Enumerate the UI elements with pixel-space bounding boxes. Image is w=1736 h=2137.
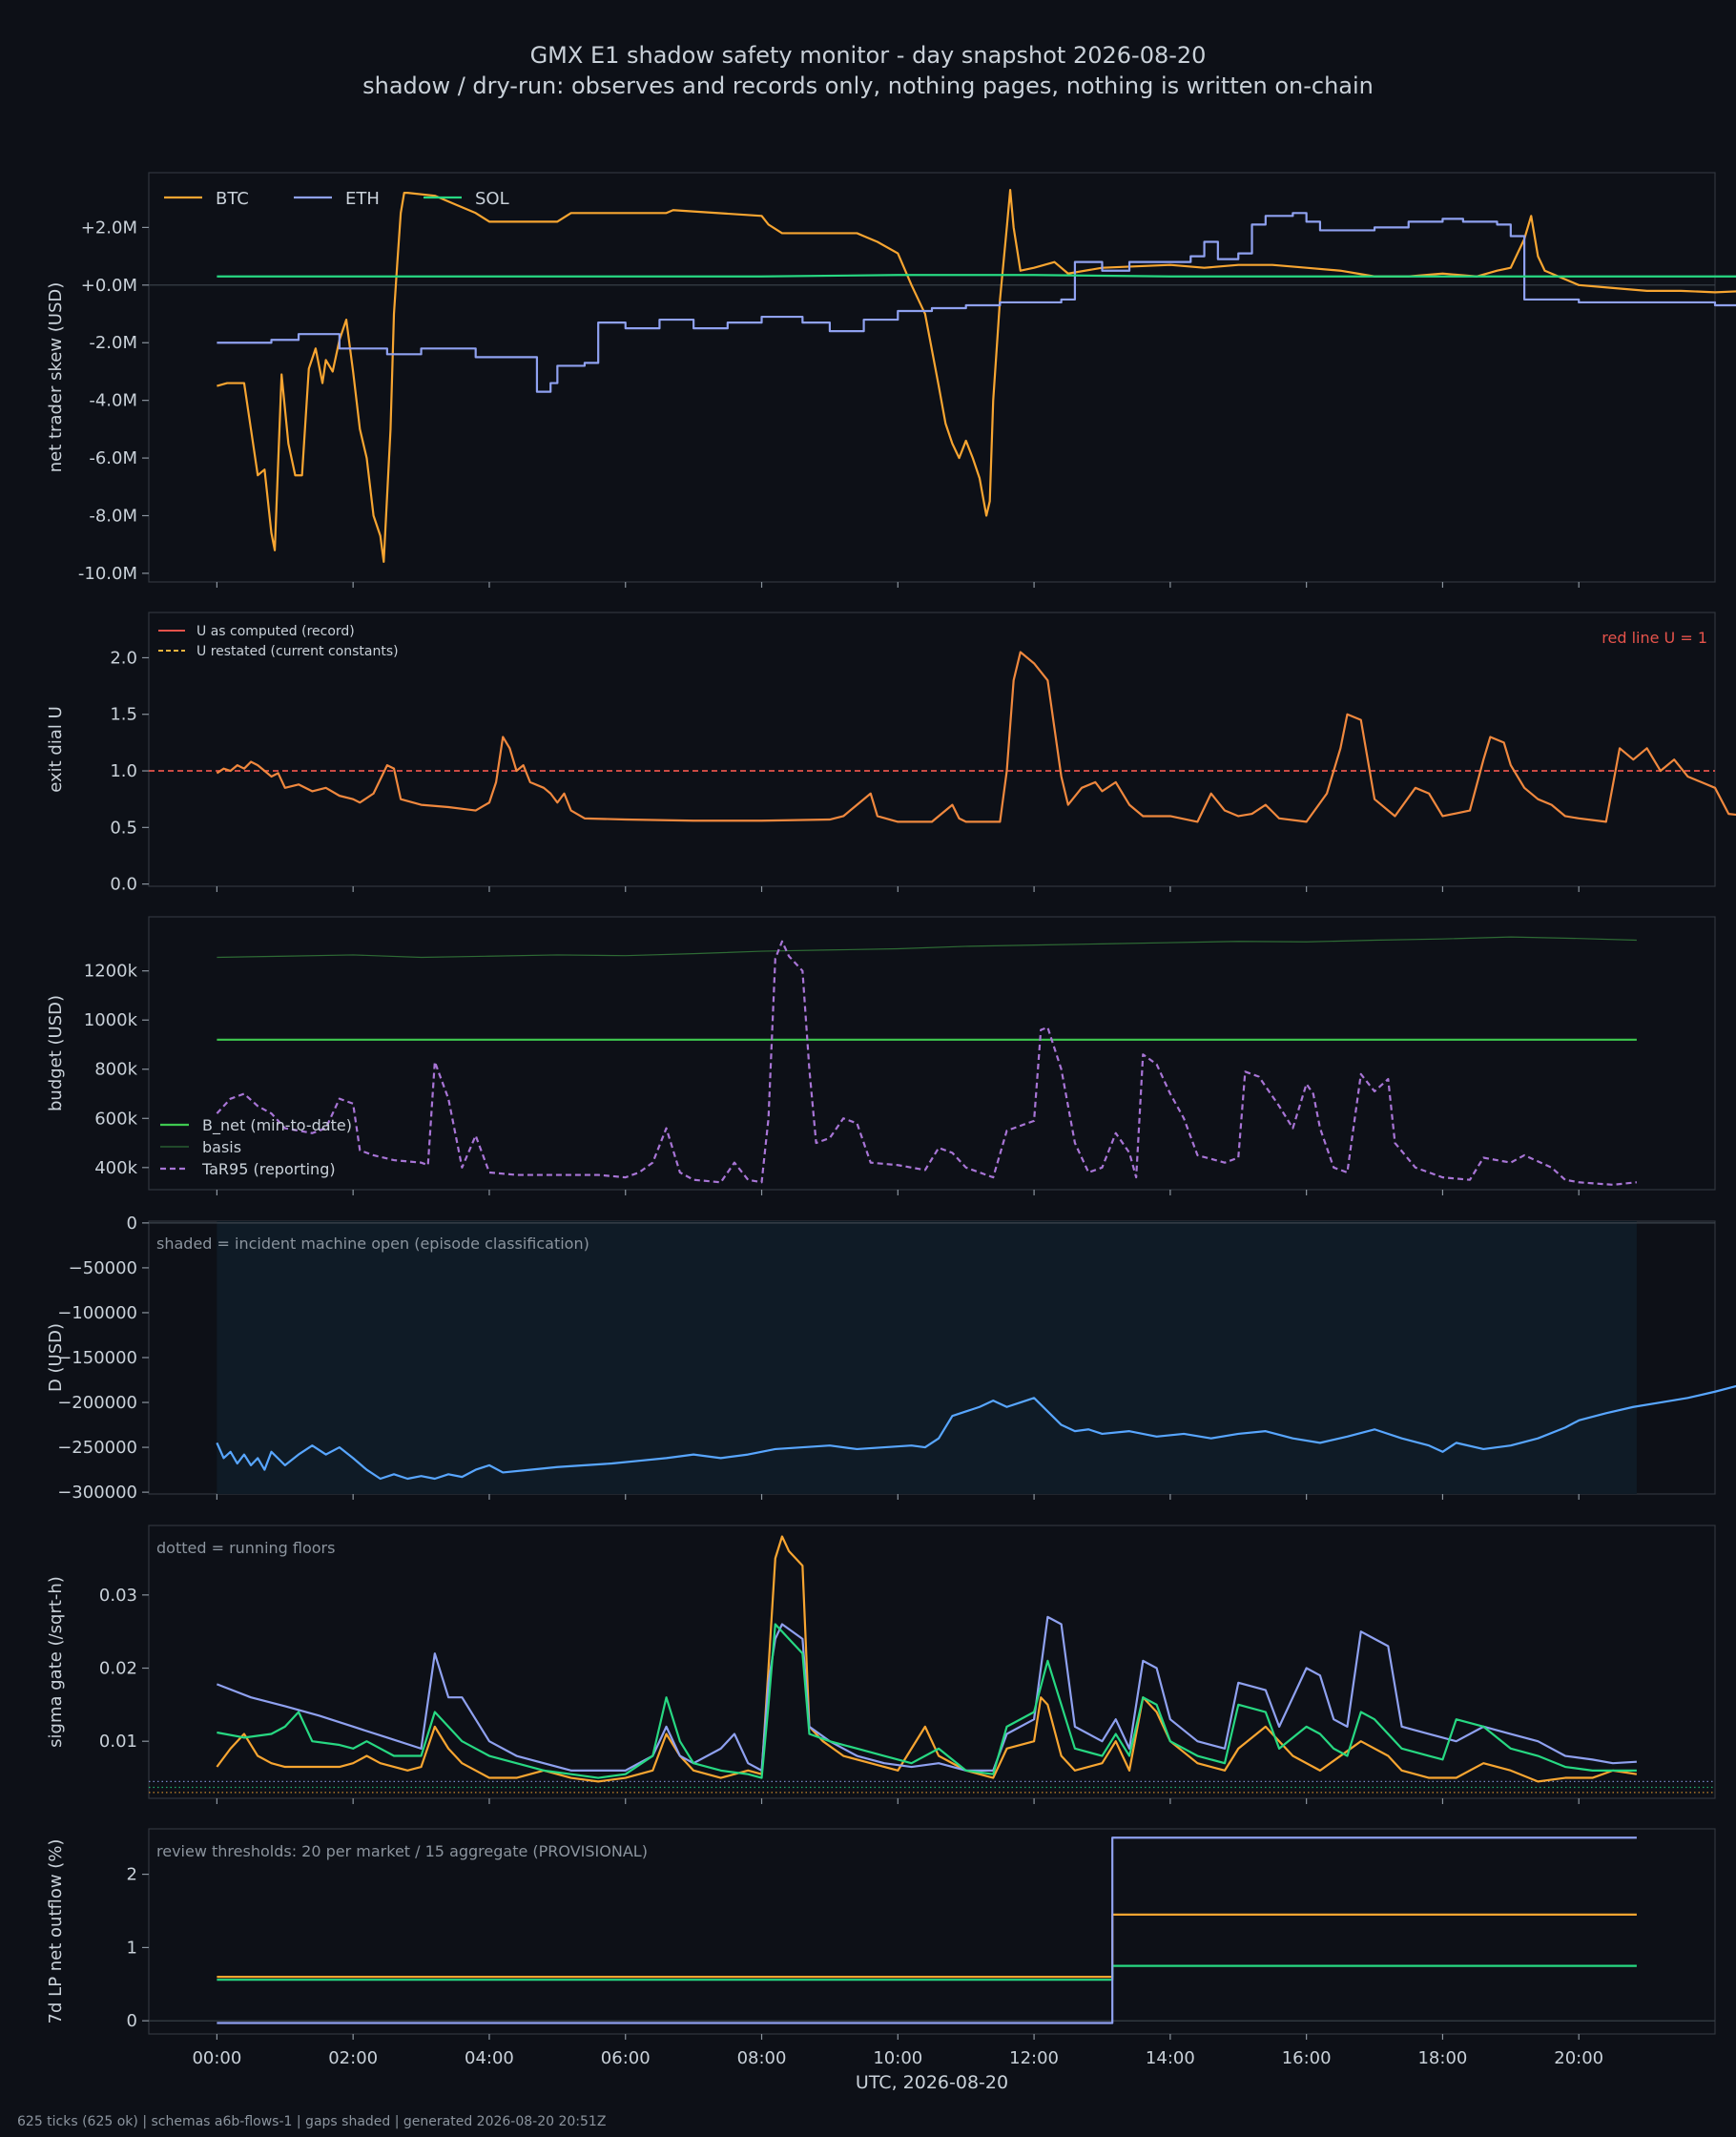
- y-tick-label: −300000: [57, 1483, 137, 1503]
- legend-label: SOL: [475, 189, 509, 209]
- y-tick-label: -10.0M: [78, 564, 137, 584]
- y-tick-label: 0.01: [99, 1732, 137, 1752]
- y-tick-label: −50000: [69, 1258, 137, 1278]
- y-axis-label: exit dial U: [46, 706, 66, 793]
- x-tick-label: 14:00: [1146, 2048, 1195, 2068]
- y-tick-label: −100000: [57, 1303, 137, 1323]
- legend-label: ETH: [345, 189, 380, 209]
- series-skew-eth: [217, 212, 1736, 393]
- panel-frame: [148, 1828, 1716, 2035]
- y-tick-label: 800k: [94, 1060, 137, 1080]
- y-tick-label: +0.0M: [81, 276, 137, 296]
- y-tick-label: -6.0M: [89, 448, 137, 468]
- panel-budget: 400k 600k 800k 1000k 1200k budget (USD) B_net …: [46, 916, 1716, 1195]
- panel-frame: [148, 1525, 1716, 1799]
- panel-annotation: review thresholds: 20 per market / 15 ag…: [156, 1842, 648, 1860]
- y-tick-label: -2.0M: [89, 333, 137, 353]
- panel-sigma: 0.01 0.02 0.03 sigma gate (/sqrt-h) dotted =…: [46, 1525, 1716, 1804]
- x-tick-label: 10:00: [873, 2048, 922, 2068]
- y-axis-label: 7d LP net outflow (%): [46, 1839, 66, 2024]
- panel-annotation: shaded = incident machine open (episode …: [156, 1234, 589, 1253]
- series-skew-btc: [217, 189, 1736, 563]
- x-tick-label: 16:00: [1282, 2048, 1332, 2068]
- y-tick-label: 600k: [94, 1109, 137, 1129]
- figure-title: GMX E1 shadow safety monitor - day snaps…: [530, 42, 1207, 69]
- panel-frame: [148, 612, 1716, 887]
- y-tick-label: −150000: [57, 1348, 137, 1368]
- x-tick-label: 04:00: [465, 2048, 514, 2068]
- panel-frame: [148, 172, 1716, 583]
- x-tick-label: 12:00: [1009, 2048, 1059, 2068]
- x-tick-label: 06:00: [601, 2048, 651, 2068]
- series-sigma-eth: [216, 1615, 1637, 1772]
- y-tick-label: 0.0: [110, 875, 137, 895]
- y-tick-label: 1.5: [110, 705, 137, 725]
- y-axis-label: budget (USD): [46, 995, 66, 1111]
- series-budget-basis: [217, 936, 1637, 959]
- y-tick-label: -8.0M: [89, 507, 137, 527]
- panel-frame: [148, 916, 1716, 1191]
- x-tick-label: 00:00: [192, 2048, 241, 2068]
- y-tick-label: -4.0M: [89, 391, 137, 411]
- panel-skew: +2.0M +0.0M -2.0M -4.0M -6.0M -8.0M -10.0M net …: [46, 172, 1736, 588]
- figure-subtitle: shadow / dry-run: observes and records o…: [362, 73, 1374, 99]
- y-tick-label: 1: [127, 1938, 137, 1958]
- y-tick-label: 0.03: [99, 1586, 137, 1606]
- x-tick-label: 08:00: [737, 2048, 787, 2068]
- panel-stack: +2.0M +0.0M -2.0M -4.0M -6.0M -8.0M -10.0M net …: [46, 172, 1736, 2093]
- panel-annotation: dotted = running floors: [156, 1539, 335, 1557]
- shaded-span: [217, 1221, 1637, 1494]
- x-axis-label: UTC, 2026-08-20: [856, 2072, 1008, 2093]
- x-tick-label: 20:00: [1554, 2048, 1603, 2068]
- y-tick-label: 2.0: [110, 648, 137, 668]
- y-axis-label: sigma gate (/sqrt-h): [46, 1576, 66, 1748]
- panel-drawdown: 0 −50000 −100000 −150000 −200000 −250000 −3000…: [46, 1214, 1736, 1503]
- series-lp_outflow-eth: [217, 1836, 1637, 2024]
- series-budget-tar95-reporting-: [216, 940, 1638, 1186]
- y-tick-label: 2: [127, 1865, 137, 1885]
- y-tick-label: 400k: [94, 1158, 137, 1178]
- y-axis-label: net trader skew (USD): [46, 282, 66, 473]
- series-exit_dial-u: [216, 651, 1736, 823]
- series-sigma-sol: [217, 1623, 1637, 1779]
- y-tick-label: 0.5: [110, 818, 137, 838]
- x-tick-label: 02:00: [328, 2048, 378, 2068]
- panel-exit_dial: red line U = 1 0.0 0.5 1.0 1.5 2.0 exit dial U…: [46, 612, 1736, 895]
- legend-label: basis: [202, 1138, 241, 1156]
- y-tick-label: 0: [127, 1214, 137, 1234]
- series-skew-sol: [217, 274, 1736, 278]
- x-tick-label: 18:00: [1417, 2048, 1467, 2068]
- series-drawdown-d: [216, 1384, 1736, 1481]
- y-tick-label: 0.02: [99, 1659, 137, 1679]
- y-tick-label: 1200k: [84, 962, 138, 982]
- footer-status: 625 ticks (625 ok) | schemas a6b-flows-1…: [17, 2114, 606, 2129]
- y-tick-label: 1.0: [110, 761, 137, 781]
- legend-label: B_net (min-to-date): [202, 1116, 352, 1135]
- y-tick-label: 0: [127, 2011, 137, 2031]
- y-tick-label: −250000: [57, 1438, 137, 1458]
- y-tick-label: 1000k: [84, 1010, 138, 1030]
- legend-label: BTC: [216, 189, 249, 209]
- series-sigma-btc: [216, 1535, 1638, 1783]
- legend-label: U as computed (record): [196, 624, 355, 639]
- red-line-label: red line U = 1: [1602, 629, 1707, 647]
- y-axis-label: D (USD): [46, 1323, 66, 1392]
- y-tick-label: −200000: [57, 1393, 137, 1413]
- panel-lp_outflow: 0 1 2 7d LP net outflow (%) review threshold…: [46, 1828, 1716, 2093]
- legend-label: U restated (current constants): [196, 644, 399, 659]
- legend-label: TaR95 (reporting): [201, 1160, 336, 1178]
- y-tick-label: +2.0M: [81, 218, 137, 238]
